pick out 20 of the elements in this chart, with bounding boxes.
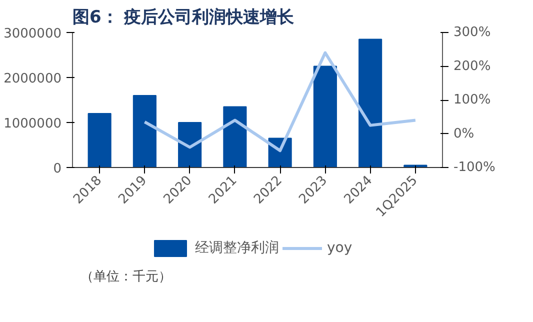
text: （单位：千元） bbox=[80, 270, 172, 284]
y2-tick-label: 200% bbox=[454, 58, 491, 74]
y2-tick-label: 0% bbox=[454, 126, 474, 142]
y2-tick-label: 100% bbox=[454, 92, 491, 108]
bar bbox=[223, 106, 247, 168]
y-tick-label: 3000000 bbox=[4, 26, 62, 42]
y-tick-label: 0 bbox=[53, 162, 62, 176]
y-tick-label: 2000000 bbox=[4, 72, 62, 86]
line-series bbox=[143, 51, 417, 152]
bar bbox=[313, 66, 337, 168]
bar bbox=[178, 122, 202, 168]
y2-tick-label: 300% bbox=[454, 25, 491, 40]
bar bbox=[132, 95, 156, 168]
y2-tick-label: -100% bbox=[454, 160, 496, 175]
legend-label: 经调整净利润 bbox=[195, 239, 279, 257]
legend-label: yoy bbox=[327, 240, 352, 256]
y-tick-label: 1000000 bbox=[4, 116, 62, 132]
chart-title: 图6： 疫后公司利润快速增长 bbox=[72, 8, 296, 28]
bar bbox=[88, 113, 112, 168]
bar bbox=[358, 38, 382, 168]
